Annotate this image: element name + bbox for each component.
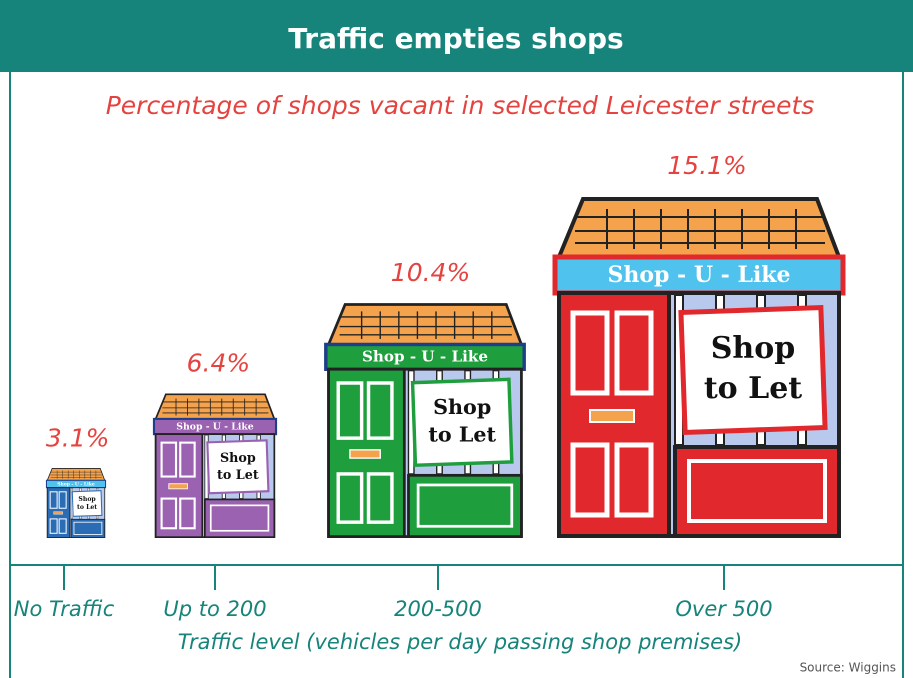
sign-text: Shop - U - Like	[57, 482, 95, 488]
letterbox	[169, 484, 188, 489]
value-label: 6.4%	[187, 349, 251, 378]
to-let-text: to Let	[77, 504, 97, 511]
shop: Shop - U - Like Shop to Let	[154, 394, 276, 537]
shop: Shop - U - Like Shop to Let	[555, 199, 843, 536]
chart-subtitle: Percentage of shops vacant in selected L…	[106, 91, 815, 120]
letterbox	[350, 450, 380, 458]
x-tick-label: Up to 200	[163, 597, 266, 621]
to-let-text: Shop	[711, 331, 795, 366]
chart: Traffic empties shops Percentage of shop…	[0, 0, 913, 678]
to-let-text: to Let	[428, 423, 496, 447]
to-let-board	[681, 308, 825, 433]
shop: Shop - U - Like Shop to Let	[326, 305, 524, 537]
roof	[156, 394, 275, 419]
x-tick-label: No Traffic	[14, 597, 115, 621]
x-tick-label: 200-500	[394, 597, 482, 621]
letterbox	[54, 512, 63, 514]
letterbox	[590, 410, 634, 422]
value-label: 3.1%	[46, 424, 110, 453]
sign-text: Shop - U - Like	[607, 262, 790, 288]
chart-title: Traffic empties shops	[288, 22, 623, 55]
to-let-text: to Let	[704, 371, 802, 406]
to-let-text: Shop	[433, 395, 491, 419]
value-label: 10.4%	[391, 258, 470, 287]
sign-text: Shop - U - Like	[362, 348, 488, 366]
to-let-board	[72, 491, 102, 517]
to-let-text: Shop	[220, 450, 256, 465]
to-let-text: to Let	[217, 467, 259, 482]
to-let-text: Shop	[78, 496, 96, 503]
sign-text: Shop - U - Like	[176, 421, 254, 432]
source: Source: Wiggins	[800, 661, 896, 675]
x-axis-label: Traffic level (vehicles per day passing …	[178, 630, 743, 654]
value-label: 15.1%	[667, 151, 746, 180]
x-tick-label: Over 500	[675, 597, 772, 621]
